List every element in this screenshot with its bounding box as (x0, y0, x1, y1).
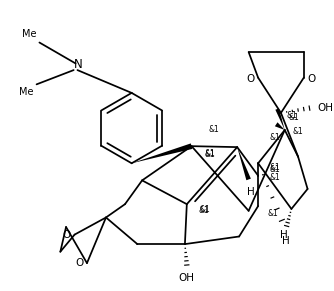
Text: Me: Me (22, 29, 36, 39)
Text: &1: &1 (270, 163, 280, 172)
Text: OH: OH (179, 273, 195, 283)
Text: Me: Me (19, 87, 34, 97)
Text: O: O (62, 230, 71, 239)
Text: &1: &1 (270, 133, 280, 142)
Text: &1: &1 (199, 205, 210, 214)
Text: H: H (282, 235, 290, 246)
Text: O: O (246, 74, 254, 84)
Polygon shape (275, 122, 285, 130)
Text: OH: OH (317, 103, 333, 113)
Text: &1: &1 (205, 150, 216, 159)
Text: O: O (308, 74, 316, 84)
Text: O: O (75, 258, 83, 268)
Polygon shape (132, 143, 192, 163)
Polygon shape (275, 109, 285, 130)
Text: &1: &1 (289, 113, 299, 122)
Text: &1: &1 (287, 111, 297, 120)
Text: H: H (280, 230, 288, 240)
Text: &1: &1 (198, 206, 209, 215)
Text: &1: &1 (205, 149, 216, 158)
Text: N: N (74, 58, 83, 71)
Text: &1: &1 (209, 125, 219, 134)
Text: &1: &1 (270, 166, 280, 174)
Text: &1: &1 (270, 173, 280, 182)
Polygon shape (237, 147, 251, 180)
Text: &1: &1 (268, 209, 278, 218)
Text: H: H (246, 187, 255, 197)
Text: &1: &1 (292, 127, 303, 136)
